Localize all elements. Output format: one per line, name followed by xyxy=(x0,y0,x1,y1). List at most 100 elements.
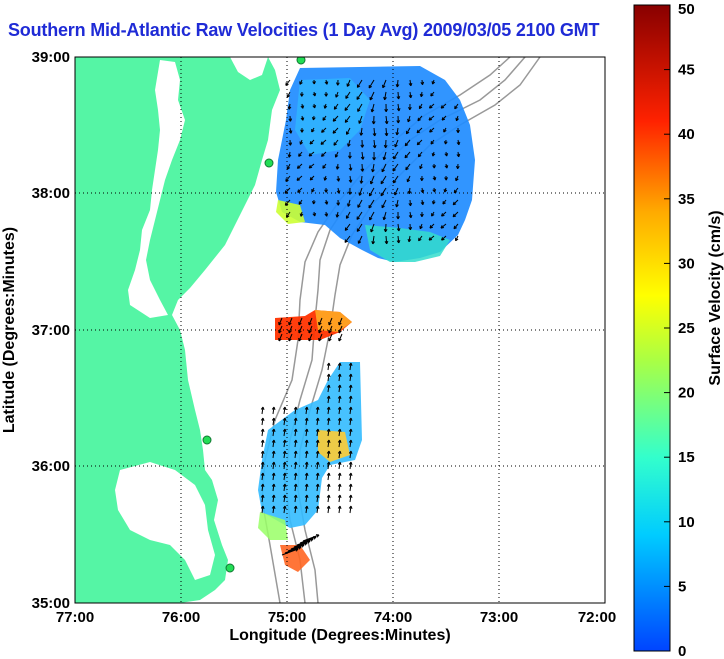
velocity-arrow-head xyxy=(296,177,299,181)
velocity-arrow-head xyxy=(262,505,265,509)
velocity-arrow xyxy=(380,175,387,185)
velocity-arrow xyxy=(305,439,308,448)
velocity-arrow-head xyxy=(328,395,331,399)
velocity-arrow-head xyxy=(407,118,409,122)
velocity-arrow-head xyxy=(273,505,276,509)
velocity-arrow xyxy=(272,428,275,437)
velocity-arrow-head xyxy=(360,156,364,160)
velocity-arrow xyxy=(383,151,387,160)
velocity-arrow xyxy=(327,417,330,426)
velocity-arrow xyxy=(284,199,291,206)
velocity-arrow xyxy=(283,406,286,415)
velocity-arrow xyxy=(302,534,320,542)
velocity-arrow xyxy=(347,139,351,147)
velocity-arrow xyxy=(338,317,343,326)
velocity-arrow-head xyxy=(416,129,419,133)
velocity-arrow xyxy=(305,483,308,492)
velocity-arrow-head xyxy=(262,428,265,432)
velocity-arrow-head xyxy=(408,95,412,99)
velocity-arrow xyxy=(397,235,400,244)
velocity-arrow-head xyxy=(444,153,448,157)
velocity-arrow xyxy=(357,199,363,208)
velocity-arrow xyxy=(417,115,423,122)
velocity-arrow-head xyxy=(416,141,419,145)
velocity-arrow-head xyxy=(350,505,353,509)
velocity-arrow-head xyxy=(455,117,457,121)
velocity-arrow-head xyxy=(299,213,302,217)
velocity-arrow xyxy=(358,115,363,124)
velocity-arrow xyxy=(349,483,352,492)
velocity-arrow xyxy=(316,472,319,481)
velocity-arrow xyxy=(380,187,387,197)
velocity-arrow xyxy=(283,494,286,503)
velocity-arrow-head xyxy=(395,84,398,88)
velocity-arrow-head xyxy=(307,540,311,544)
velocity-arrow xyxy=(308,325,313,334)
velocity-arrow-head xyxy=(370,108,373,113)
velocity-arrow-head xyxy=(350,395,353,399)
velocity-arrow xyxy=(358,187,363,196)
velocity-arrow-head xyxy=(323,177,326,181)
velocity-arrow-head xyxy=(285,178,287,182)
velocity-arrow xyxy=(404,151,411,159)
velocity-arrow-head xyxy=(295,483,298,487)
velocity-arrow xyxy=(298,325,303,334)
velocity-arrow-head xyxy=(432,165,435,169)
velocity-arrow xyxy=(338,494,341,503)
y-axis: 39:00 38:00 37:00 36:00 35:00 Latitude (… xyxy=(1,49,70,612)
velocity-arrow-head xyxy=(328,494,331,498)
velocity-arrow-head xyxy=(273,494,276,498)
velocity-arrow-head xyxy=(431,201,434,205)
velocity-arrow xyxy=(338,450,341,459)
velocity-arrow-head xyxy=(317,461,320,465)
velocity-arrow-head xyxy=(432,189,436,193)
station-marker xyxy=(202,435,212,445)
velocity-arrow-head xyxy=(371,168,374,173)
velocity-arrow xyxy=(272,505,275,514)
velocity-arrow-head xyxy=(350,461,353,465)
velocity-arrow-head xyxy=(430,93,432,97)
velocity-arrow xyxy=(369,187,375,197)
velocity-arrow-head xyxy=(371,121,375,125)
velocity-arrow-head xyxy=(301,544,305,548)
velocity-arrow-head xyxy=(262,494,265,498)
land-mass xyxy=(75,57,280,603)
velocity-arrow-head xyxy=(384,241,388,245)
velocity-patch-cape-green xyxy=(258,512,288,540)
velocity-arrow-head xyxy=(311,201,315,205)
pamlico-sound xyxy=(115,462,215,580)
velocity-arrow-head xyxy=(295,505,298,509)
velocity-arrow xyxy=(338,395,341,404)
velocity-arrow-head xyxy=(383,96,386,100)
velocity-arrow-head xyxy=(350,472,353,476)
colorbar-tick-label: 25 xyxy=(678,320,695,337)
velocity-arrow-head xyxy=(348,167,352,171)
velocity-arrow xyxy=(297,163,303,169)
velocity-arrow xyxy=(294,417,297,426)
velocity-arrow-head xyxy=(288,142,291,146)
velocity-arrow xyxy=(327,461,330,470)
velocity-arrow-head xyxy=(384,133,388,137)
delaware-bay xyxy=(230,57,268,80)
velocity-arrow xyxy=(369,211,375,221)
velocity-arrow xyxy=(333,103,339,110)
velocity-arrow xyxy=(272,494,275,503)
velocity-arrow-head xyxy=(408,227,411,231)
velocity-patch-north-light xyxy=(295,78,370,155)
velocity-arrow-head xyxy=(350,450,353,454)
velocity-arrow-head xyxy=(443,189,446,193)
velocity-arrow-head xyxy=(339,483,342,487)
velocity-arrow xyxy=(327,505,330,514)
velocity-arrow xyxy=(272,417,275,426)
velocity-arrow-head xyxy=(300,105,304,109)
velocity-arrow-head xyxy=(332,118,335,122)
velocity-arrow-head xyxy=(262,450,265,454)
velocity-arrow xyxy=(272,472,275,481)
velocity-arrow xyxy=(328,317,333,326)
velocity-arrow xyxy=(318,317,323,326)
velocity-arrow xyxy=(308,317,313,326)
velocity-arrow xyxy=(392,175,399,184)
velocity-arrow-head xyxy=(339,472,342,476)
velocity-arrow-head xyxy=(371,240,374,245)
